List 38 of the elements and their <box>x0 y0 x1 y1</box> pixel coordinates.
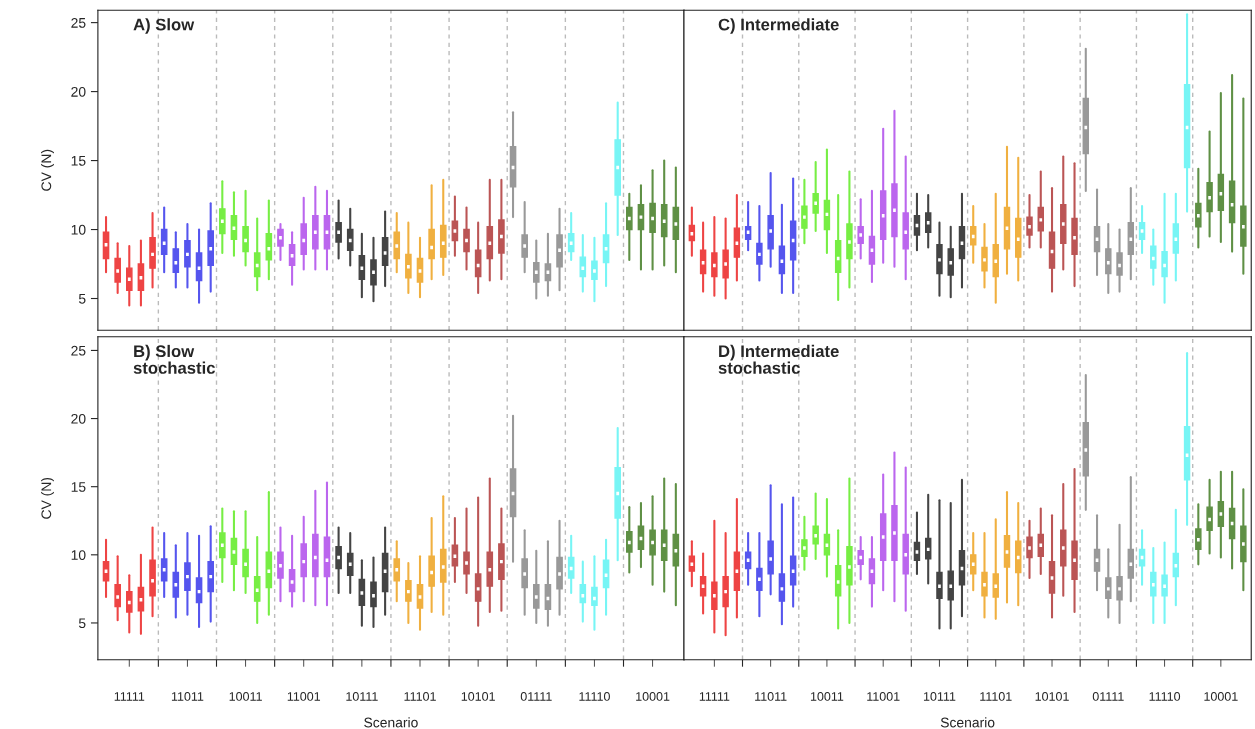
x-tick-label: 11011 <box>171 692 204 701</box>
x-tick-label: 10111 <box>923 692 956 701</box>
x-tick-label: 10011 <box>229 692 262 701</box>
x-tick-label: 10001 <box>1204 692 1238 701</box>
x-tick-label: 01111 <box>520 692 552 701</box>
x-tick-label: 11001 <box>867 692 900 701</box>
y-tick-label: 15 <box>71 482 86 492</box>
chart-title: A) Slow <box>133 18 195 34</box>
x-tick-label: 10001 <box>636 692 670 701</box>
text: D) Intermediate stochastic <box>718 344 839 374</box>
x-tick-label: 11110 <box>1149 692 1181 701</box>
x-tick-label: 11001 <box>287 692 321 701</box>
x-tick-label: 10111 <box>346 692 378 701</box>
x-tick-label: 11111 <box>114 692 145 701</box>
y-tick-label: 15 <box>71 156 86 166</box>
x-tick-label: 10101 <box>1035 692 1069 701</box>
x-tick-label: 11111 <box>699 692 730 701</box>
x-tick-label: 11110 <box>579 692 610 701</box>
y-tick-label: 10 <box>71 550 86 560</box>
y-tick-label: 10 <box>71 224 86 235</box>
y-tick-label: 5 <box>78 293 86 304</box>
x-tick-label: 11011 <box>755 692 787 701</box>
x-tick-label: 01111 <box>1092 692 1124 701</box>
x-axis-title: Scenario <box>364 717 418 728</box>
y-tick-label: 5 <box>78 618 86 629</box>
x-tick-label: 10101 <box>461 692 495 701</box>
x-tick-label: 10011 <box>810 692 844 701</box>
y-axis-title: CV (N) <box>41 477 54 519</box>
y-tick-label: 20 <box>71 413 86 424</box>
y-tick-label: 20 <box>71 86 86 97</box>
x-tick-label: 11101 <box>404 692 436 701</box>
y-axis-title: CV (N) <box>41 149 54 191</box>
x-axis-title: Scenario <box>940 717 995 728</box>
y-tick-label: 25 <box>71 17 86 28</box>
y-tick-label: 25 <box>71 345 86 356</box>
x-tick-label: 11101 <box>980 692 1012 701</box>
text: B) Slow stochastic <box>133 344 216 374</box>
chart-title: C) Intermediate <box>718 18 839 34</box>
